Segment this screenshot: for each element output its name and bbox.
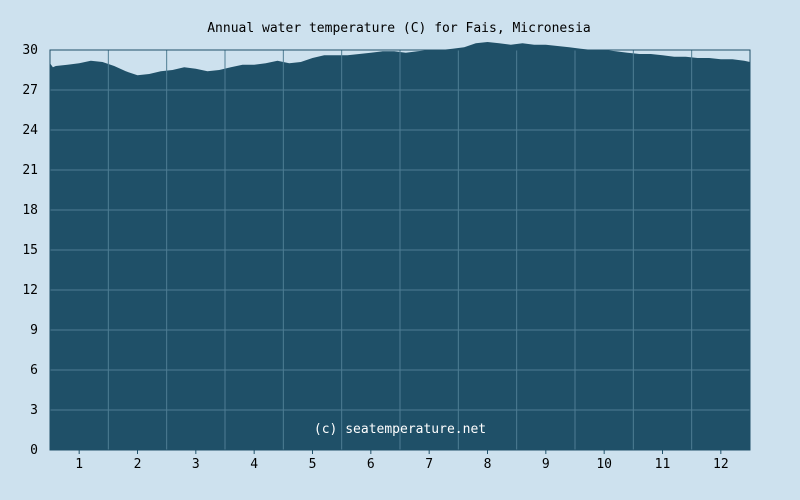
y-axis: 0 3 6 9 12 15 18 21 24 27 30 <box>22 43 38 458</box>
y-tick-label: 0 <box>30 443 38 458</box>
y-tick-label: 3 <box>30 403 38 418</box>
x-tick-label: 12 <box>713 457 729 472</box>
x-tick-label: 9 <box>542 457 550 472</box>
x-tick-label: 7 <box>425 457 433 472</box>
x-tick-label: 5 <box>309 457 317 472</box>
y-tick-label: 12 <box>22 283 38 298</box>
x-tick-label: 3 <box>192 457 200 472</box>
y-tick-label: 24 <box>22 123 38 138</box>
x-tick-label: 1 <box>75 457 83 472</box>
y-tick-label: 18 <box>22 203 38 218</box>
plot-border <box>49 49 751 451</box>
y-tick-label: 15 <box>22 243 38 258</box>
x-tick-label: 4 <box>250 457 258 472</box>
y-tick-label: 27 <box>22 83 38 98</box>
y-tick-label: 9 <box>30 323 38 338</box>
x-tick-label: 11 <box>655 457 671 472</box>
x-tick-label: 6 <box>367 457 375 472</box>
y-tick-label: 21 <box>22 163 38 178</box>
x-tick-label: 2 <box>134 457 142 472</box>
y-tick-label: 6 <box>30 363 38 378</box>
x-tick-label: 10 <box>596 457 612 472</box>
x-axis: 1 2 3 4 5 6 7 8 9 10 11 12 <box>75 450 729 472</box>
chart-title: Annual water temperature (C) for Fais, M… <box>207 21 591 36</box>
y-tick-label: 30 <box>22 43 38 58</box>
x-tick-label: 8 <box>484 457 492 472</box>
watermark: (c) seatemperature.net <box>314 422 486 437</box>
